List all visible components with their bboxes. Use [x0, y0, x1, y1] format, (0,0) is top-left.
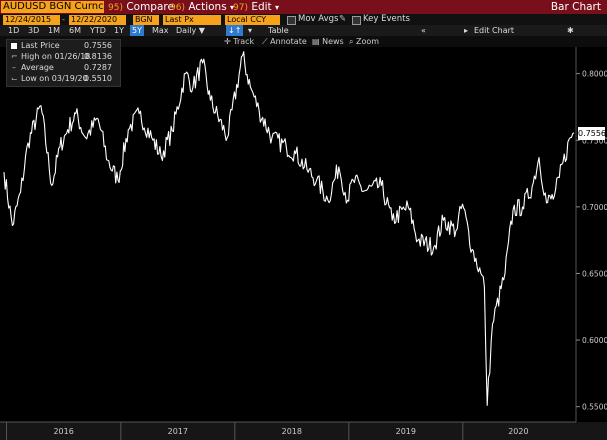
gear-icon[interactable]: ✱	[567, 26, 574, 35]
y-tick-label: 0.7500	[582, 136, 607, 145]
settings-bar: 12/24/2015 - 12/22/2020 BGN Last Px Loca…	[0, 14, 607, 25]
price-chart[interactable]: 2016 2017 2018 2019 2020 0.8000 0.7500 0.7000 0.…	[0, 47, 607, 440]
compare-label: Compare	[126, 1, 174, 13]
chart-tools-bar: ✛ Track ⟋ Annotate ▤ News ⌕ Zoom	[0, 36, 607, 47]
legend-high: ⌐ High on 01/26/18 0.8136	[11, 52, 116, 62]
legend-label: Average	[21, 63, 54, 72]
pencil-icon[interactable]: ✎	[339, 14, 347, 24]
key-events-checkbox[interactable]	[352, 16, 361, 25]
range-bar: 1D 3D 1M 6M YTD 1Y 5Y Max Daily ▼ ↓↑ ▾ T…	[0, 25, 607, 36]
price-series-line	[3, 51, 575, 406]
range-max[interactable]: Max	[152, 26, 169, 35]
range-5y[interactable]: 5Y	[130, 25, 144, 36]
range-ytd[interactable]: YTD	[90, 26, 106, 35]
actions-label: Actions	[188, 1, 227, 13]
x-axis-band	[0, 422, 607, 440]
news-icon: ▤	[312, 37, 320, 46]
crosshair-icon: ✛	[224, 37, 231, 46]
edit-number: 97)	[233, 3, 248, 13]
mov-avgs-checkbox[interactable]	[287, 16, 296, 25]
legend-value: 0.8136	[84, 52, 112, 61]
news-label: News	[322, 37, 344, 46]
table-button[interactable]: Table	[268, 26, 289, 35]
legend-low: ⌙ Low on 03/19/20 0.5510	[11, 74, 116, 84]
high-marker-icon: ⌐	[11, 52, 18, 61]
annotate-tool[interactable]: ⟋ Annotate	[262, 36, 307, 47]
last-price-tag: 0.7556	[578, 126, 606, 140]
currency-selector[interactable]: Local CCY	[225, 15, 280, 25]
y-tick-label: 0.8000	[582, 70, 607, 79]
chevron-down-icon: ▾	[230, 3, 235, 12]
source-field[interactable]: BGN	[133, 15, 159, 25]
range-1y[interactable]: 1Y	[114, 26, 124, 35]
compare-menu[interactable]: 95) Compare	[108, 0, 174, 14]
legend-label: Last Price	[21, 41, 60, 50]
range-3d[interactable]: 3D	[28, 26, 40, 35]
zoom-tool[interactable]: ⌕ Zoom	[349, 36, 379, 47]
range-1m[interactable]: 1M	[48, 26, 60, 35]
x-tick-label: 2016	[53, 427, 73, 436]
x-tick-label: 2019	[396, 427, 416, 436]
legend-value: 0.5510	[84, 74, 112, 83]
page-title: Bar Chart	[550, 1, 601, 13]
key-events-label: Key Events	[363, 14, 410, 24]
track-tool[interactable]: ✛ Track	[224, 36, 254, 47]
chevron-down-icon: ▾	[275, 3, 280, 12]
legend-label: High on 01/26/18	[21, 52, 91, 61]
period-selector[interactable]: Daily ▼	[176, 26, 205, 35]
compare-number: 95)	[108, 3, 123, 13]
x-tick-label: 2020	[508, 427, 528, 436]
y-tick-label: 0.7000	[582, 203, 607, 212]
legend-average: – Average 0.7287	[11, 63, 116, 73]
mov-avgs-label: Mov Avgs	[298, 14, 339, 24]
average-marker-icon: –	[12, 63, 16, 72]
y-tick-label: 0.6500	[582, 269, 607, 278]
chevron-down-icon[interactable]: ▾	[248, 26, 253, 35]
range-1d[interactable]: 1D	[8, 26, 20, 35]
title-bar: AUDUSD BGN Curncy 95) Compare 96) Action…	[0, 0, 607, 14]
field-selector[interactable]: Last Px	[163, 15, 221, 25]
edit-label: Edit	[251, 1, 272, 13]
y-tick-label: 0.5500	[582, 403, 607, 412]
legend-last-price: Last Price 0.7556	[11, 41, 116, 51]
collapse-icon[interactable]: «	[421, 26, 426, 35]
x-tick-label: 2018	[282, 427, 302, 436]
date-separator: -	[62, 15, 65, 24]
annotate-label: Annotate	[270, 37, 307, 46]
edit-menu[interactable]: 97) Edit ▾	[233, 0, 279, 14]
ticker-field[interactable]: AUDUSD BGN Curncy	[1, 1, 104, 13]
y-tick-label: 0.6000	[582, 336, 607, 345]
news-tool[interactable]: ▤ News	[312, 36, 344, 47]
edit-chart-icon[interactable]: ▸	[464, 26, 469, 35]
line-icon: ⟋	[262, 37, 268, 46]
actions-menu[interactable]: 96) Actions ▾	[170, 0, 234, 14]
edit-chart-button[interactable]: Edit Chart	[474, 26, 515, 35]
period-icon[interactable]: ↓↑	[226, 25, 244, 36]
actions-number: 96)	[170, 3, 185, 13]
legend-value: 0.7287	[84, 63, 112, 72]
end-date-field[interactable]: 12/22/2020	[69, 15, 126, 25]
start-date-field[interactable]: 12/24/2015	[3, 15, 60, 25]
track-label: Track	[233, 37, 255, 46]
legend-value: 0.7556	[84, 41, 112, 50]
range-6m[interactable]: 6M	[69, 26, 81, 35]
legend-label: Low on 03/19/20	[21, 74, 88, 83]
zoom-icon: ⌕	[349, 37, 354, 46]
low-marker-icon: ⌙	[11, 74, 18, 83]
chart-legend: Last Price 0.7556 ⌐ High on 01/26/18 0.81…	[6, 39, 121, 87]
zoom-label: Zoom	[356, 37, 380, 46]
x-tick-label: 2017	[168, 427, 188, 436]
square-icon	[11, 42, 17, 49]
